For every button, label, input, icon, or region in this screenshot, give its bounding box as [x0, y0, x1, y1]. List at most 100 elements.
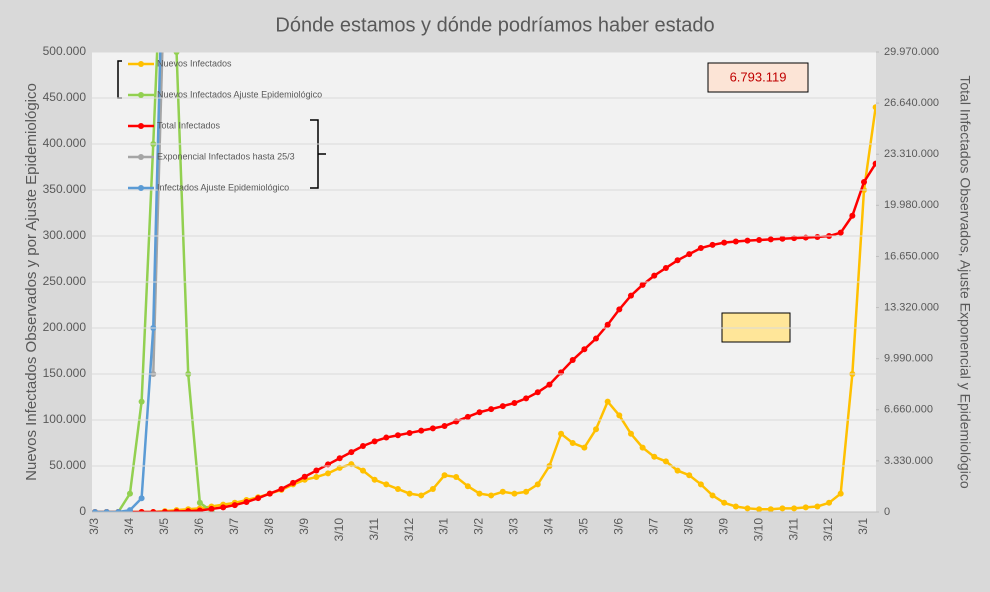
- data-point: [394, 486, 401, 492]
- data-point: [429, 486, 436, 492]
- data-point: [709, 492, 716, 499]
- data-point: [721, 499, 728, 506]
- data-point: [837, 490, 844, 497]
- data-point: [662, 264, 669, 271]
- x-tick-label: 3/1: [437, 518, 451, 535]
- data-point: [639, 281, 646, 288]
- y-tick-label: 350.000: [43, 182, 87, 196]
- x-tick-label: 3/1: [856, 518, 870, 535]
- data-point: [208, 505, 215, 512]
- data-point: [744, 505, 751, 512]
- data-point: [103, 509, 110, 512]
- data-point: [418, 492, 425, 499]
- x-tick-label: 3/8: [262, 518, 276, 535]
- y2-tick-label: 23.310.000: [884, 148, 939, 160]
- y2-tick-label: 13.320.000: [884, 301, 939, 313]
- data-point: [313, 474, 320, 481]
- x-tick-label: 3/6: [192, 518, 206, 535]
- y2-tick-label: 16.650.000: [884, 250, 939, 262]
- data-point: [686, 472, 693, 479]
- data-point: [476, 409, 483, 416]
- data-point: [756, 506, 763, 512]
- x-tick-label: 3/12: [402, 518, 416, 542]
- y-tick-label: 500.000: [43, 44, 87, 58]
- data-point: [767, 506, 774, 512]
- legend-label: Nuevos Infectados: [157, 58, 232, 68]
- data-point: [453, 474, 460, 481]
- data-point: [488, 406, 495, 413]
- data-point: [604, 321, 611, 328]
- x-tick-label: 3/10: [332, 518, 346, 542]
- data-point: [161, 508, 168, 512]
- data-point: [674, 257, 681, 264]
- legend-bracket: [310, 119, 326, 189]
- data-point: [593, 426, 600, 433]
- data-point: [511, 490, 518, 497]
- data-point: [709, 241, 716, 248]
- x-tick-label: 3/4: [542, 518, 556, 535]
- data-point: [826, 499, 833, 506]
- data-point: [173, 508, 180, 512]
- legend-marker: [138, 154, 144, 160]
- data-point: [674, 467, 681, 474]
- x-tick-label: 3/12: [821, 518, 835, 542]
- data-point: [464, 483, 471, 490]
- y-tick-label: 200.000: [43, 320, 87, 334]
- data-point: [429, 425, 436, 432]
- data-point: [756, 237, 763, 244]
- data-point: [383, 481, 390, 488]
- data-point: [627, 430, 634, 437]
- data-point: [639, 444, 646, 451]
- data-point: [569, 440, 576, 446]
- data-point: [406, 490, 413, 497]
- data-point: [196, 499, 203, 506]
- data-point: [185, 508, 192, 512]
- data-point: [325, 461, 332, 468]
- data-point: [651, 453, 658, 460]
- x-tick-label: 3/7: [646, 518, 660, 535]
- data-point: [802, 504, 809, 511]
- data-point: [732, 238, 739, 245]
- data-point: [569, 357, 576, 364]
- y2-tick-label: 29.970.000: [884, 46, 939, 58]
- x-tick-label: 3/2: [472, 518, 486, 535]
- chart-title: Dónde estamos y dónde podríamos haber es…: [275, 14, 714, 36]
- data-point: [371, 438, 378, 445]
- data-point: [255, 495, 262, 502]
- data-point: [861, 179, 867, 186]
- data-point: [558, 430, 565, 437]
- y-axis-label: Nuevos Infectados Observados y por Ajust…: [23, 83, 40, 481]
- data-point: [523, 488, 530, 495]
- data-point: [791, 505, 798, 512]
- y2-tick-label: 26.640.000: [884, 97, 939, 109]
- y-tick-label: 0: [79, 504, 86, 518]
- annotation-box: [707, 62, 809, 93]
- data-point: [359, 467, 366, 474]
- y2-tick-label: 9.990.000: [884, 353, 933, 365]
- data-point: [138, 398, 145, 405]
- x-tick-label: 3/9: [716, 518, 730, 535]
- legend-marker: [138, 92, 144, 98]
- y-tick-label: 450.000: [43, 90, 87, 104]
- data-point: [92, 509, 98, 512]
- data-point: [499, 403, 506, 410]
- annotation: 6.793.119: [730, 69, 787, 84]
- x-tick-label: 3/3: [87, 518, 101, 535]
- x-tick-label: 3/8: [681, 518, 695, 535]
- data-point: [523, 395, 530, 402]
- data-point: [231, 502, 238, 509]
- legend-label: Total Infectados: [157, 120, 221, 130]
- y-tick-label: 250.000: [43, 274, 87, 288]
- data-point: [126, 507, 133, 512]
- data-point: [278, 485, 285, 492]
- data-point: [662, 458, 669, 465]
- data-point: [534, 389, 541, 396]
- y2-tick-label: 19.980.000: [884, 199, 939, 211]
- data-point: [732, 503, 739, 510]
- data-point: [721, 239, 728, 246]
- x-tick-label: 3/3: [507, 518, 521, 535]
- data-point: [849, 212, 856, 219]
- data-point: [604, 398, 611, 405]
- data-point: [581, 346, 588, 353]
- data-point: [441, 472, 448, 479]
